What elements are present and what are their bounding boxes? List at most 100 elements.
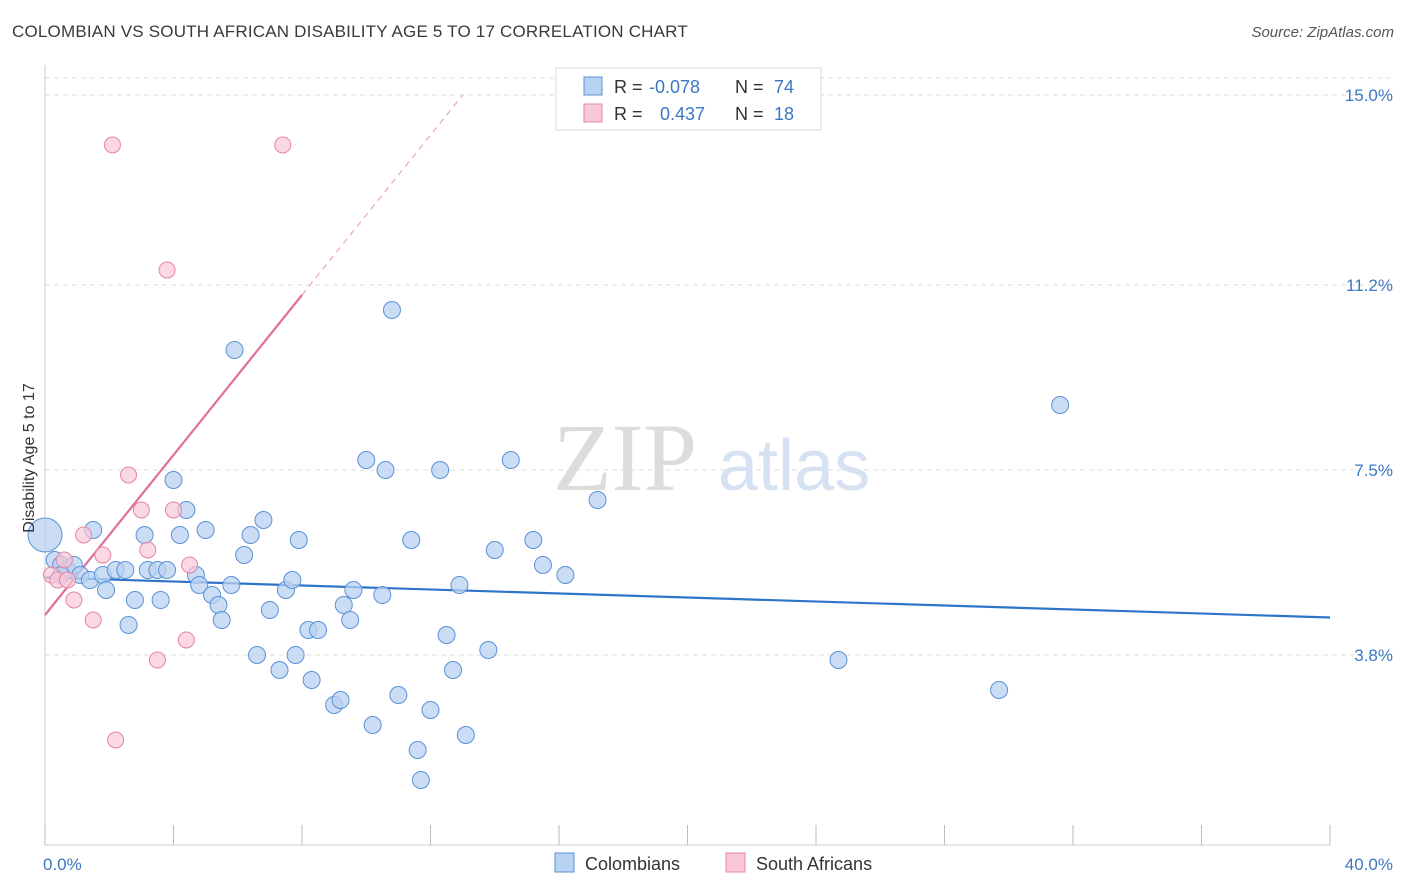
point-colombians	[309, 621, 328, 639]
point-colombians	[151, 591, 170, 609]
point-south-africans	[274, 136, 292, 154]
point-colombians	[408, 741, 427, 759]
point-colombians	[158, 561, 177, 579]
point-colombians	[302, 671, 321, 689]
point-colombians	[286, 646, 305, 664]
point-colombians	[363, 716, 382, 734]
x-tick-labels: 0.0% 40.0%	[43, 855, 1393, 874]
legend-r-value: 0.437	[660, 104, 705, 124]
point-south-africans	[103, 136, 121, 154]
source-credit: Source: ZipAtlas.com	[1251, 24, 1394, 41]
legend-n-value: 74	[774, 77, 794, 97]
legend-swatch-colombians	[554, 852, 575, 873]
legend-n-value: 18	[774, 104, 794, 124]
point-south-africans	[165, 501, 182, 519]
point-colombians	[289, 531, 308, 549]
legend-label-south-africans: South Africans	[756, 854, 872, 874]
point-colombians	[344, 581, 363, 599]
point-colombians	[829, 651, 848, 669]
point-colombians	[1051, 396, 1070, 414]
point-colombians	[421, 701, 440, 719]
data-points	[27, 136, 1070, 789]
point-colombians	[119, 616, 138, 634]
point-colombians	[331, 691, 350, 709]
legend-r-label: R =	[614, 104, 643, 124]
point-colombians	[373, 586, 392, 604]
point-south-africans	[177, 631, 195, 649]
point-colombians	[225, 341, 244, 359]
y-tick-label: 3.8%	[1354, 646, 1393, 665]
legend-n-label: N =	[735, 77, 764, 97]
legend-r-value: -0.078	[649, 77, 700, 97]
legend-swatch-south-africans	[725, 852, 746, 873]
point-colombians	[556, 566, 575, 584]
watermark: ZIP atlas	[553, 404, 870, 511]
gridlines	[45, 77, 1392, 656]
point-colombians	[209, 596, 228, 614]
point-south-africans	[58, 571, 76, 589]
point-colombians	[501, 451, 520, 469]
y-tick-labels: 3.8% 7.5% 11.2% 15.0%	[1345, 86, 1393, 665]
trend-line-colombians	[44, 576, 1331, 619]
point-colombians	[164, 471, 183, 489]
point-colombians	[254, 511, 273, 529]
y-axis-label: Disability Age 5 to 17	[21, 383, 38, 533]
point-colombians	[125, 591, 144, 609]
point-south-africans	[94, 546, 112, 564]
point-south-africans	[158, 261, 176, 279]
point-colombians	[27, 517, 63, 553]
point-south-africans	[75, 526, 93, 544]
point-colombians	[411, 771, 430, 789]
watermark-zip: ZIP	[553, 404, 697, 511]
point-south-africans	[65, 591, 83, 609]
x-tick-label: 0.0%	[43, 855, 82, 874]
y-tick-label: 7.5%	[1354, 461, 1393, 480]
point-colombians	[248, 646, 267, 664]
point-colombians	[402, 531, 421, 549]
point-colombians	[135, 526, 154, 544]
point-south-africans	[148, 651, 166, 669]
trend-line-south-africans	[44, 294, 303, 616]
point-south-africans	[55, 551, 73, 569]
point-colombians	[588, 491, 607, 509]
point-colombians	[389, 686, 408, 704]
point-colombians	[190, 576, 209, 594]
axes	[44, 65, 1331, 846]
legend-top: R = -0.078 N = 74 R = 0.437 N = 18	[555, 67, 822, 131]
point-colombians	[235, 546, 254, 564]
legend-swatch-pink	[583, 103, 603, 123]
y-tick-label: 15.0%	[1345, 86, 1393, 105]
point-south-africans	[120, 466, 138, 484]
point-colombians	[222, 576, 241, 594]
point-south-africans	[84, 611, 102, 629]
point-colombians	[533, 556, 552, 574]
watermark-atlas: atlas	[718, 426, 870, 506]
point-colombians	[334, 596, 353, 614]
point-colombians	[431, 461, 450, 479]
point-colombians	[212, 611, 231, 629]
point-colombians	[283, 571, 302, 589]
point-colombians	[382, 301, 401, 319]
point-colombians	[260, 601, 279, 619]
point-colombians	[450, 576, 469, 594]
point-colombians	[376, 461, 395, 479]
point-colombians	[443, 661, 462, 679]
point-south-africans	[139, 541, 157, 559]
legend-label-colombians: Colombians	[585, 854, 680, 874]
point-colombians	[479, 641, 498, 659]
point-colombians	[990, 681, 1009, 699]
point-colombians	[196, 521, 215, 539]
y-tick-label: 11.2%	[1346, 276, 1393, 295]
point-colombians	[524, 531, 543, 549]
point-colombians	[437, 626, 456, 644]
legend-r-label: R =	[614, 77, 643, 97]
trend-lines	[44, 94, 1331, 619]
x-tick-label: 40.0%	[1345, 855, 1393, 874]
point-south-africans	[132, 501, 150, 519]
trend-line-south-africans-extended	[301, 94, 464, 296]
chart-title: COLOMBIAN VS SOUTH AFRICAN DISABILITY AG…	[12, 22, 688, 41]
legend-swatch-blue	[583, 76, 603, 96]
point-colombians	[341, 611, 360, 629]
point-colombians	[485, 541, 504, 559]
